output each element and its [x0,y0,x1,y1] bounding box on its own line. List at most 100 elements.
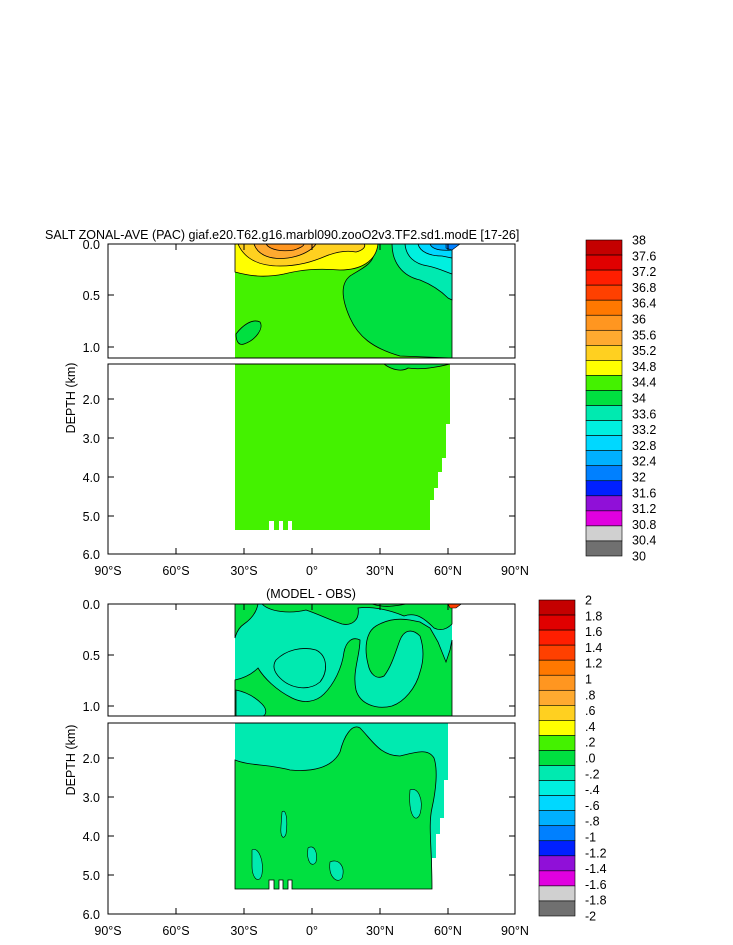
top-colorbar-label-9: 34.4 [632,376,656,390]
top-colorbar-label-1: 37.6 [632,249,656,263]
bottom-axis-ticks [107,603,516,915]
top-colorbar-swatch-20 [585,540,623,557]
top-colorbar-label-10: 34 [632,392,646,406]
bottom-colorbar-label-3: 1.4 [585,641,602,655]
top-colorbar-label-5: 36 [632,313,646,327]
bottom-colorbar-label-11: -.2 [585,767,600,781]
top-upper-field [234,244,461,358]
bottom-colorbar-swatch-18 [538,870,576,887]
bottom-panel-title: (MODEL - OBS) [266,587,356,601]
top-colorbar-swatch-16 [585,480,623,497]
bottom-region-pos02-d [234,618,453,716]
top-colorbar-swatch-7 [585,345,623,361]
bottom-colorbar-swatch-20 [538,900,576,917]
bottom-colorbar-swatch-5 [538,674,576,691]
top-x-tick-1: 60°S [162,564,189,578]
top-y-tick-7: 6.0 [83,548,100,562]
bottom-colorbar-swatch-10 [538,750,576,766]
bottom-lower-field [234,723,448,890]
top-colorbar-swatch-10 [585,390,623,406]
top-colorbar-swatch-6 [585,329,623,346]
top-panel-title: SALT ZONAL-AVE (PAC) giaf.e20.T62.g16.ma… [45,228,519,242]
top-colorbar-label-2: 37.2 [632,265,656,279]
bottom-x-tick-4: 30°N [366,924,394,938]
bottom-colorbar-label-7: .6 [585,704,595,718]
bottom-lower-hole-4 [329,860,344,881]
bottom-y-tick-2: 1.0 [83,700,100,714]
top-colorbar: 3837.637.236.836.43635.635.234.834.43433… [585,234,656,564]
bottom-colorbar-swatch-8 [538,720,576,736]
top-colorbar-label-17: 31.2 [632,502,656,516]
top-y-tick-3: 2.0 [83,393,100,407]
bottom-x-tick-3: 0° [306,924,318,938]
top-y-tick-6: 5.0 [83,510,100,524]
bottom-colorbar-swatch-12 [538,780,576,796]
bottom-upper-field [234,604,462,716]
top-colorbar-swatch-8 [585,360,623,376]
bottom-colorbar-swatch-4 [538,659,576,676]
bottom-y-tick-6: 5.0 [83,869,100,883]
top-colorbar-swatch-12 [585,420,623,436]
bottom-colorbar-label-6: .8 [585,688,595,702]
top-colorbar-label-12: 33.2 [632,423,656,437]
top-colorbar-label-15: 32 [632,471,646,485]
bottom-colorbar-swatch-9 [538,735,576,751]
top-colorbar-label-8: 34.8 [632,360,656,374]
bottom-colorbar-label-19: -1.8 [585,894,607,908]
top-colorbar-label-11: 33.6 [632,407,656,421]
bottom-x-tick-1: 60°S [162,924,189,938]
bottom-y-tick-0: 0.0 [83,598,100,612]
bottom-colorbar-swatch-14 [538,810,576,827]
top-colorbar-swatch-1 [585,254,623,271]
bottom-y-tick-5: 4.0 [83,830,100,844]
bottom-region-neg02-hole2 [273,648,326,689]
bottom-colorbar: 21.81.61.41.21.8.6.4.2.0-.2-.4-.6-.8-1-1… [538,594,607,924]
bottom-colorbar-swatch-7 [538,705,576,721]
bottom-y-tick-3: 2.0 [83,752,100,766]
bottom-lower-hole-5 [409,789,422,819]
top-colorbar-swatch-14 [585,450,623,467]
bottom-colorbar-swatch-3 [538,644,576,661]
bottom-lower-hole-1 [280,810,288,838]
bottom-colorbar-label-18: -1.6 [585,878,607,892]
bottom-colorbar-label-0: 2 [585,594,592,608]
top-y-tick-2: 1.0 [83,341,100,355]
bottom-lower-hole-2 [307,846,317,865]
bottom-colorbar-swatch-19 [538,885,576,902]
top-y-axis-label: DEPTH (km) [64,363,78,434]
top-lower-field [235,364,451,530]
bottom-colorbar-label-14: -.8 [585,815,600,829]
bottom-colorbar-label-20: -2 [585,910,596,924]
bottom-colorbar-swatch-16 [538,840,576,857]
top-colorbar-swatch-15 [585,465,623,482]
top-y-tick-5: 4.0 [83,471,100,485]
top-colorbar-swatch-17 [585,495,623,512]
bottom-y-tick-4: 3.0 [83,791,100,805]
top-colorbar-label-14: 32.4 [632,455,656,469]
top-colorbar-swatch-9 [585,375,623,391]
bottom-colorbar-swatch-13 [538,795,576,811]
top-colorbar-swatch-11 [585,405,623,421]
bottom-colorbar-label-8: .4 [585,720,595,734]
top-region-blob-sh [235,320,262,345]
bottom-colorbar-swatch-11 [538,765,576,781]
bottom-lower-hole-3 [251,849,263,880]
bottom-colorbar-label-5: 1 [585,673,592,687]
bottom-y-tick-1: 0.5 [83,649,100,663]
top-x-tick-4: 30°N [366,564,394,578]
bottom-region-pos02-b [261,604,453,631]
bottom-region-pos02-a [234,604,259,639]
top-colorbar-label-7: 35.2 [632,344,656,358]
top-region-36-0 [265,244,305,252]
top-colorbar-swatch-19 [585,525,623,542]
top-colorbar-swatch-5 [585,314,623,331]
bottom-x-tick-0: 90°S [94,924,121,938]
bottom-colorbar-swatch-2 [538,629,576,646]
top-x-tick-5: 60°N [434,564,462,578]
bottom-colorbar-swatch-6 [538,689,576,706]
top-x-tick-2: 30°S [230,564,257,578]
top-colorbar-label-20: 30 [632,550,646,564]
bottom-colorbar-label-16: -1.2 [585,846,607,860]
bottom-x-tick-5: 60°N [434,924,462,938]
